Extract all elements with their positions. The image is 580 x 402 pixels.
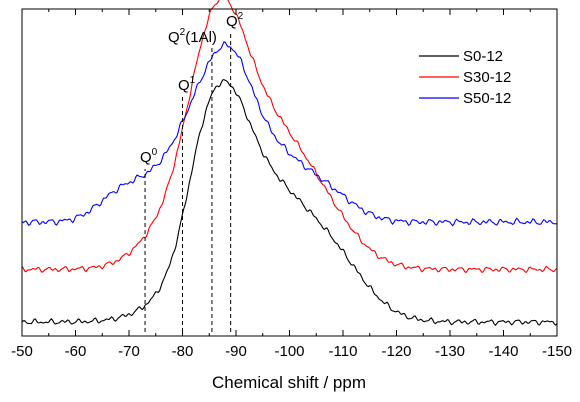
- series-line-s50-12: [21, 41, 558, 227]
- peak-label: Q1: [178, 75, 196, 94]
- x-tick-label: -150: [542, 343, 572, 360]
- spectrum-traces: [21, 0, 558, 326]
- x-axis-title: Chemical shift / ppm: [212, 373, 366, 392]
- legend-label: S0-12: [463, 48, 503, 65]
- legend-label: S50-12: [463, 90, 511, 107]
- x-tick-label: -50: [11, 343, 33, 360]
- legend-label: S30-12: [463, 69, 511, 86]
- peak-label: Q2: [226, 11, 244, 30]
- x-tick-label: -70: [118, 343, 140, 360]
- x-tick-label: -130: [435, 343, 465, 360]
- legend: S0-12 S30-12 S50-12: [419, 48, 511, 107]
- x-tick-label: -110: [329, 343, 358, 360]
- peak-label: Q2(1Al): [168, 27, 217, 46]
- x-tick-label: -100: [274, 343, 304, 360]
- x-tick-label: -140: [488, 343, 518, 360]
- series-line-s30-12: [21, 0, 558, 274]
- peak-annotations: Q0 Q1 Q2(1Al) Q2: [140, 11, 244, 332]
- series-line-s0-12: [21, 79, 558, 326]
- x-tick-label: -90: [225, 343, 247, 360]
- x-tick-label: -60: [65, 343, 87, 360]
- x-tick-label: -120: [381, 343, 411, 360]
- x-tick-label: -80: [172, 343, 194, 360]
- peak-label: Q0: [140, 147, 158, 166]
- axes: -50 -60 -70 -80 -90 -100 -110 -120 -130 -140 -150: [11, 8, 572, 360]
